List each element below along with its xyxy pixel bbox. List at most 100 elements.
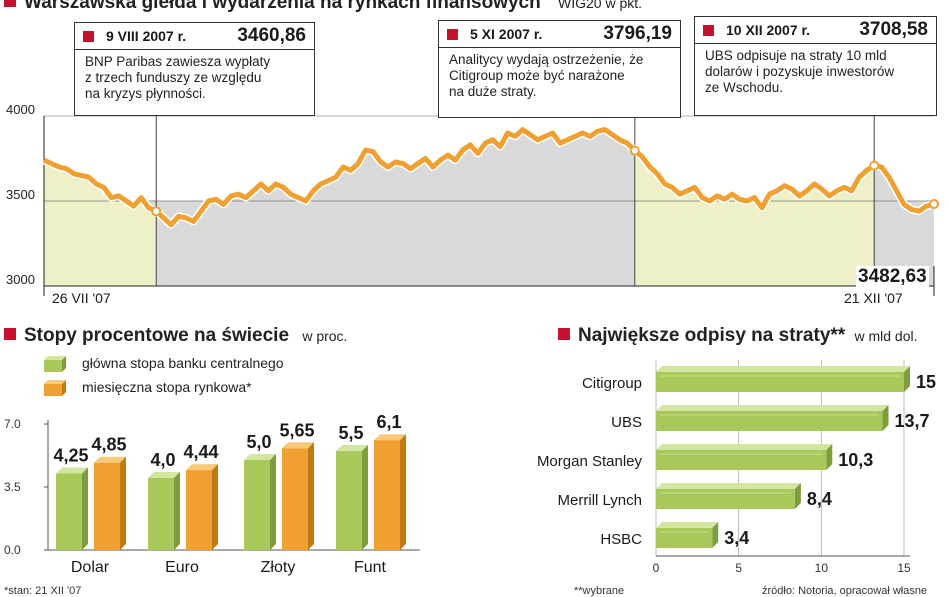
bar-value-label: 4,85	[91, 435, 126, 455]
bar-top-face	[656, 483, 801, 489]
orange-cube-icon	[44, 380, 66, 396]
annotation-value: 3796,19	[603, 23, 672, 44]
writeoff-bar	[656, 411, 883, 431]
bar-side-face	[270, 454, 276, 550]
writeoffs-title-text: Największe odpisy na straty**	[578, 325, 846, 346]
bar-top-face	[374, 434, 406, 441]
x-tick-label: 0	[653, 561, 660, 575]
writeoffs-bar-chart: 0 5 10 15 Citigroup 15 UBS 13,7 Morgan Stanley 10…	[537, 360, 936, 575]
company-label: HSBC	[600, 531, 642, 548]
bar-side-face	[174, 472, 180, 550]
category-label: Euro	[165, 559, 199, 576]
bar-value-label: 15	[916, 372, 936, 392]
bar-side-face	[212, 464, 218, 550]
rates-unit-label: w proc.	[302, 328, 348, 344]
bar-top-face	[656, 444, 833, 450]
annotation-line: Analitycy wydają ostrzeżenie, że	[449, 52, 644, 67]
green-cube-icon	[44, 356, 66, 372]
annotation-line: ze Wschodu.	[705, 80, 784, 95]
bar-top-face	[186, 464, 218, 471]
bar-top-face	[656, 405, 889, 411]
annotation-date: 9 VIII 2007 r.	[106, 28, 187, 44]
y-tick-label: 3.5	[4, 480, 21, 494]
bar-side-face	[400, 434, 406, 550]
bar-side-face	[882, 405, 889, 431]
bar-value-label: 4,0	[150, 450, 175, 470]
bar-value-label: 5,0	[246, 432, 271, 452]
y-tick-label: 4000	[6, 102, 35, 117]
bar-side-face	[120, 456, 126, 550]
x-tick-label: 15	[897, 561, 911, 575]
company-label: Morgan Stanley	[537, 453, 643, 470]
bar-side-face	[712, 522, 719, 548]
annotation-point	[869, 160, 880, 171]
annotation-line: z trzech funduszy ze względu	[85, 70, 262, 85]
rate-bar	[336, 451, 362, 550]
writeoffs-footnote-left: **wybrane	[574, 585, 625, 597]
bar-value-label: 4,44	[183, 442, 218, 462]
wig20-line	[42, 127, 935, 228]
legend-market-rate: miesięczna stopa rynkowa*	[40, 378, 252, 396]
area-period-2	[156, 129, 635, 286]
bar-side-face	[904, 366, 910, 392]
y-tick-label: 3000	[6, 272, 35, 287]
rate-bar	[244, 460, 270, 550]
bar-value-label: 6,1	[376, 412, 401, 432]
category-label: Dolar	[71, 559, 110, 576]
legend-label: główna stopa banku centralnego	[82, 355, 284, 371]
bar-value-label: 5,65	[279, 420, 314, 440]
rates-title: Stopy procentowe na świecie w proc.	[4, 325, 347, 347]
bar-value-label: 5,5	[338, 423, 363, 443]
area-period-1	[44, 160, 157, 286]
x-start-label: 26 VII '07	[52, 290, 111, 306]
bar-value-label: 10,3	[838, 450, 873, 470]
writeoff-bar	[656, 489, 795, 509]
bar-value-label: 3,4	[724, 528, 749, 548]
annotation-value: 3460,86	[237, 25, 306, 46]
writeoff-bar	[656, 528, 713, 548]
rate-bar	[94, 462, 120, 550]
x-tick-label: 5	[735, 561, 742, 575]
rate-bar	[282, 448, 308, 550]
bar-top-face	[282, 442, 314, 449]
bar-top-face	[148, 472, 180, 478]
rates-footnote: *stan: 21 XII '07	[4, 585, 82, 597]
top-title-text: Warszawska giełda i wydarzenia na rynkac…	[24, 0, 541, 13]
company-label: Citigroup	[582, 375, 642, 392]
annotation-line: na kryzys płynności.	[85, 86, 206, 101]
annotation-box-2: 5 XI 2007 r. 3796,19 Analitycy wydają ost…	[438, 20, 681, 118]
bar-side-face	[826, 444, 833, 470]
rates-bar-chart: 0.0 3.5 7.0 4,254,85 Dolar 4,0 4,44 Euro 5,0 5,65…	[4, 412, 420, 576]
annotation-line: Citigroup może być narażone	[449, 68, 625, 83]
annotation-line: BNP Paribas zawiesza wypłaty	[85, 54, 271, 69]
bar-top-face	[56, 467, 88, 474]
bar-top-face	[94, 456, 126, 463]
rate-bar	[56, 473, 82, 550]
writeoff-bar	[656, 372, 904, 392]
y-tick-label: 7.0	[4, 417, 21, 431]
annotation-line: dolarów i pozyskuje inwestorów	[705, 64, 895, 79]
area-period-4	[874, 165, 934, 286]
top-chart-title: Warszawska giełda i wydarzenia na rynkac…	[4, 0, 642, 14]
annotation-value: 3708,58	[859, 19, 928, 40]
legend-central-rate: główna stopa banku centralnego	[40, 354, 284, 372]
title-marker-icon	[558, 328, 570, 340]
writeoffs-title: Największe odpisy na straty** w mld dol.	[558, 325, 917, 347]
bar-top-face	[244, 454, 276, 460]
annotation-box-1: 9 VIII 2007 r. 3460,86 BNP Paribas zawies…	[74, 22, 315, 116]
title-marker-icon	[4, 328, 16, 340]
rates-title-text: Stopy procentowe na świecie	[24, 325, 290, 346]
top-unit-label: WIG20 w pkt.	[558, 0, 643, 11]
annotation-date: 5 XI 2007 r.	[470, 26, 543, 42]
rate-bar	[148, 478, 174, 550]
writeoffs-unit-label: w mld dol.	[854, 328, 918, 344]
wig20-line-chart: 3000 3500 4000	[6, 102, 939, 296]
bar-side-face	[82, 467, 88, 550]
annotation-box-3: 10 XII 2007 r. 3708,58 UBS odpisuje na st…	[694, 16, 937, 116]
bar-top-face	[336, 445, 368, 451]
writeoff-bar	[656, 450, 827, 470]
annotation-point	[929, 199, 939, 210]
bar-value-label: 13,7	[895, 411, 930, 431]
bar-side-face	[362, 445, 368, 550]
rate-bar	[374, 440, 400, 550]
